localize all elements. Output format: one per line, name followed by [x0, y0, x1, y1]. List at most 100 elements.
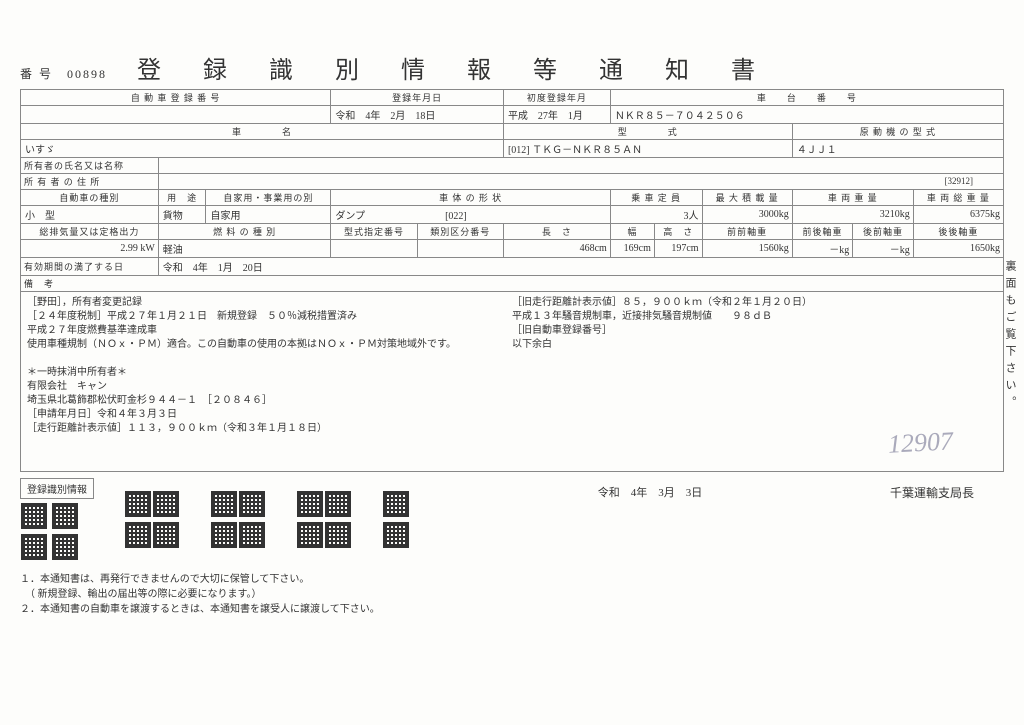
typeno-label: 型式指定番号 — [331, 224, 417, 240]
note-line: １．本通知書は、再発行できませんので大切に保管して下さい。 — [20, 572, 1004, 587]
chassis-label: 車 台 番 号 — [610, 90, 1003, 106]
qr-icon — [239, 522, 265, 548]
private-value: 自家用 — [206, 206, 331, 224]
weight-value: 3210kg — [792, 206, 913, 224]
weight-label: 車 両 重 量 — [792, 190, 913, 206]
private-label: 自家用・事業用の別 — [206, 190, 331, 206]
classno-value — [417, 240, 503, 258]
fuel-value: 軽油 — [158, 240, 331, 258]
qr-icon — [52, 503, 78, 529]
note-line: （ 新規登録、輸出の届出等の際に必要になります。） — [20, 587, 1004, 602]
maxload-value: 3000kg — [702, 206, 792, 224]
remarks-line: ＊一時抹消中所有者＊ — [27, 366, 512, 380]
footer-notes: １．本通知書は、再発行できませんので大切に保管して下さい。 （ 新規登録、輸出の… — [20, 572, 1004, 617]
remarks-label: 備 考 — [21, 276, 1004, 292]
ff-label: 前前軸重 — [702, 224, 792, 240]
qr-icon — [153, 522, 179, 548]
qr-icon — [153, 491, 179, 517]
kind-value: 小 型 — [21, 206, 159, 224]
remarks-line: 平成１３年騒音規制車，近接排気騒音規制値 ９８ｄＢ — [512, 310, 997, 324]
remarks-line — [27, 352, 512, 366]
fuel-label: 燃 料 の 種 別 — [158, 224, 331, 240]
hei-label: 高 さ — [654, 224, 702, 240]
chassis-value: ＮＫＲ８５－７０４２５０６ — [610, 106, 1003, 124]
rf-label: 後前軸重 — [853, 224, 914, 240]
qr-icon — [211, 522, 237, 548]
engine-value: ４ＪＪ１ — [792, 140, 1003, 158]
first-reg-value: 平成 27年 1月 — [503, 106, 610, 124]
fr-label: 前後軸重 — [792, 224, 853, 240]
remarks-line: ［２４年度税制］平成２７年１月２１日 新規登録 ５０％減税措置済み — [27, 310, 512, 324]
engine-label: 原 動 機 の 型 式 — [792, 124, 1003, 140]
remarks-line: ［旧走行距離計表示値］８５，９００ｋｍ（令和２年１月２０日） — [512, 296, 997, 310]
owner-name-label: 所有者の氏名又は名称 — [21, 158, 159, 174]
qr-icon — [239, 491, 265, 517]
len-label: 長 さ — [503, 224, 610, 240]
rr-label: 後後軸重 — [913, 224, 1003, 240]
maxload-label: 最 大 積 載 量 — [702, 190, 792, 206]
qr-icon — [52, 534, 78, 560]
remarks-line: ［旧自動車登録番号］ — [512, 324, 997, 338]
typeno-value — [331, 240, 417, 258]
use-value: 貨物 — [158, 206, 206, 224]
rf-value: －kg — [853, 240, 914, 258]
qr-icon — [297, 491, 323, 517]
ff-value: 1560kg — [702, 240, 792, 258]
remarks-line: 埼玉県北葛飾郡松伏町金杉９４４－１ ［２０８４６］ — [27, 394, 512, 408]
first-reg-label: 初度登録年月 — [503, 90, 610, 106]
disp-value: 2.99 kW — [21, 240, 159, 258]
qr-icon — [21, 534, 47, 560]
note-line: ２．本通知書の自動車を譲渡するときは、本通知書を譲受人に譲渡して下さい。 — [20, 602, 1004, 617]
expiry-value: 令和 4年 1月 20日 — [158, 258, 1003, 276]
qr-label: 登録識別情報 — [20, 478, 94, 499]
issue-date: 令和 4年 3月 3日 — [440, 478, 860, 500]
owner-name-value — [158, 158, 1003, 174]
qr-icon — [325, 491, 351, 517]
doc-title: 登 録 識 別 情 報 等 通 知 書 — [137, 50, 773, 85]
qr-icon — [383, 491, 409, 517]
kind-label: 自動車の種別 — [21, 190, 159, 206]
remarks-line: 以下余白 — [512, 338, 997, 352]
capacity-label: 乗 車 定 員 — [610, 190, 702, 206]
remarks-line: 平成２７年度燃費基準達成車 — [27, 324, 512, 338]
disp-label: 総排気量又は定格出力 — [21, 224, 159, 240]
owner-addr-label: 所 有 者 の 住 所 — [21, 174, 159, 190]
use-label: 用 途 — [158, 190, 206, 206]
doc-number-label: 番 号 00898 — [20, 65, 107, 82]
wid-label: 幅 — [610, 224, 654, 240]
car-name-value: いすゞ — [21, 140, 504, 158]
gross-label: 車 両 総 重 量 — [913, 190, 1003, 206]
classno-label: 類別区分番号 — [417, 224, 503, 240]
capacity-value: 3人 — [610, 206, 702, 224]
body-label: 車 体 の 形 状 — [331, 190, 610, 206]
body-value: ダンプ [022] — [331, 206, 610, 224]
reg-no-value — [21, 106, 331, 124]
owner-addr-value: [32912] — [158, 174, 1003, 190]
gross-value: 6375kg — [913, 206, 1003, 224]
remarks-line: ［走行距離計表示値］１１３，９００ｋｍ（令和３年１月１８日） — [27, 422, 512, 436]
issuer: 千葉運輸支局長 — [890, 478, 1004, 501]
len-value: 468cm — [503, 240, 610, 258]
qr-icon — [125, 522, 151, 548]
reg-date-value: 令和 4年 2月 18日 — [331, 106, 504, 124]
main-table: 自 動 車 登 録 番 号 登録年月日 初度登録年月 車 台 番 号 令和 4年… — [20, 89, 1004, 472]
qr-icon — [21, 503, 47, 529]
qr-icon — [325, 522, 351, 548]
remarks-line: 有限会社 キャン — [27, 380, 512, 394]
qr-icon — [297, 522, 323, 548]
hei-value: 197cm — [654, 240, 702, 258]
remarks-line: ［野田］，所有者変更記録 — [27, 296, 512, 310]
remarks-line: 使用車種規制（ＮＯｘ・ＰＭ）適合。この自動車の使用の本拠はＮＯｘ・ＰＭ対策地域外… — [27, 338, 512, 352]
type-value: [012] ＴＫＧ－ＮＫＲ８５ＡＮ — [503, 140, 792, 158]
reg-no-label: 自 動 車 登 録 番 号 — [21, 90, 331, 106]
qr-icon — [383, 522, 409, 548]
handwritten-number: 12907 — [887, 423, 954, 463]
qr-icon — [125, 491, 151, 517]
remarks-body: ［野田］，所有者変更記録［２４年度税制］平成２７年１月２１日 新規登録 ５０％減… — [21, 292, 1004, 472]
fr-value: －kg — [792, 240, 853, 258]
expiry-label: 有効期間の満了する日 — [21, 258, 159, 276]
car-name-label: 車 名 — [21, 124, 504, 140]
rr-value: 1650kg — [913, 240, 1003, 258]
qr-icon — [211, 491, 237, 517]
type-label: 型 式 — [503, 124, 792, 140]
